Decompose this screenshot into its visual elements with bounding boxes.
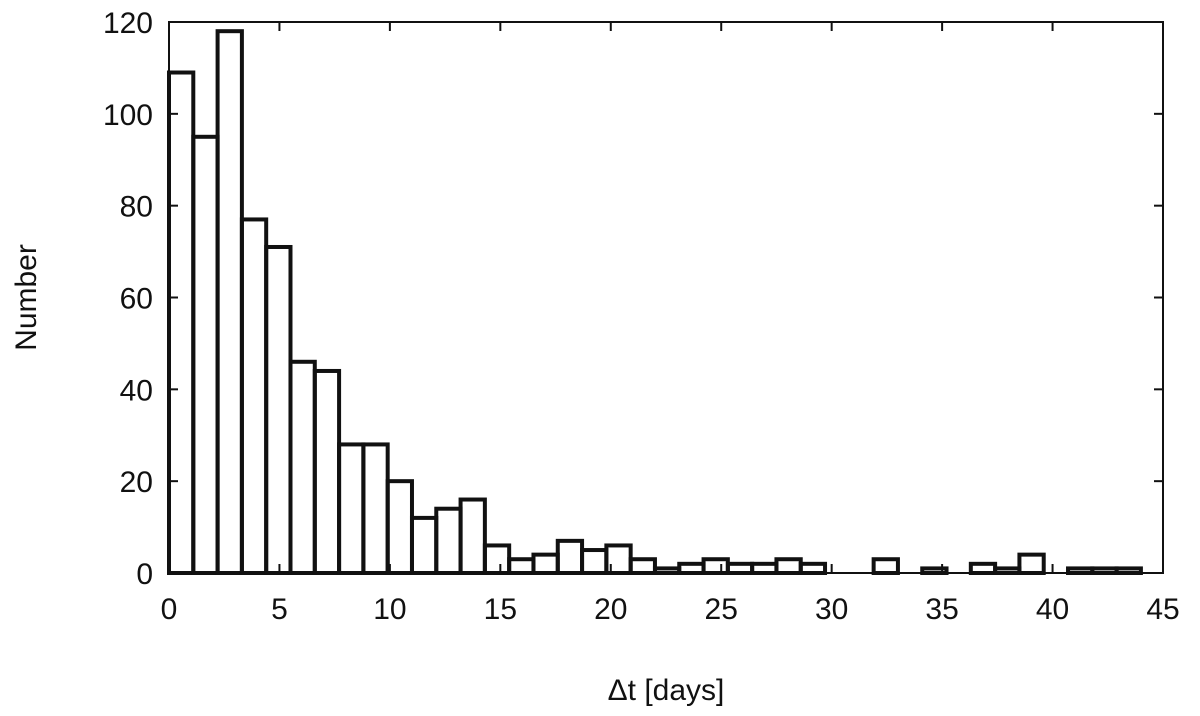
histogram-bar — [677, 561, 706, 575]
histogram-bar — [458, 497, 487, 575]
histogram-bar — [385, 479, 414, 575]
y-tick-label: 80 — [120, 191, 153, 224]
histogram-bar — [482, 543, 512, 576]
histogram-bar — [434, 506, 463, 576]
histogram-bar — [1017, 552, 1046, 576]
histogram-bar — [361, 442, 390, 575]
histogram-bar — [312, 368, 342, 576]
x-tick-label: 25 — [705, 593, 738, 626]
histogram-bar — [239, 217, 269, 575]
axis-ticks — [168, 21, 1164, 574]
y-tick-label: 120 — [103, 7, 153, 40]
histogram-bar — [701, 557, 730, 575]
histogram-bar — [531, 552, 560, 576]
x-tick-label: 20 — [594, 593, 627, 626]
histogram-bar — [750, 561, 779, 575]
tick-labels: 0 5 10 15 20 25 30 35 40 45 0 20 40 60 80 100 120 — [103, 7, 1180, 626]
histogram-bar — [968, 561, 998, 575]
histogram-bar — [507, 557, 536, 575]
plot-frame — [168, 21, 1164, 574]
histogram-bar — [652, 566, 682, 575]
histogram-bar — [337, 442, 366, 575]
histogram-bar — [167, 70, 196, 575]
x-tick-label: 45 — [1146, 593, 1179, 626]
histogram-bar — [871, 557, 900, 575]
histogram-bar — [1066, 566, 1095, 575]
histogram-bar — [215, 29, 244, 575]
histogram-bar — [993, 566, 1022, 575]
y-tick-label: 60 — [120, 283, 153, 316]
histogram-bar — [725, 561, 755, 575]
x-tick-label: 10 — [373, 593, 406, 626]
x-tick-label: 30 — [815, 593, 848, 626]
x-tick-label: 35 — [925, 593, 958, 626]
histogram-bar — [774, 557, 803, 575]
histogram-bar — [1114, 566, 1143, 575]
x-tick-label: 40 — [1036, 593, 1069, 626]
histogram-bars — [167, 29, 1143, 576]
x-tick-label: 5 — [271, 593, 288, 626]
y-axis-label: Number — [10, 244, 43, 351]
y-tick-label: 0 — [136, 558, 153, 591]
histogram-bar — [1090, 566, 1119, 575]
histogram-bar — [191, 134, 220, 576]
histogram-bar — [798, 561, 828, 575]
y-tick-label: 20 — [120, 466, 153, 499]
histogram-bar — [409, 515, 439, 576]
histogram-bar — [555, 538, 585, 576]
x-axis-label: Δt [days] — [608, 674, 725, 707]
histogram-bar — [288, 359, 317, 575]
plot-border — [168, 21, 1164, 574]
y-tick-label: 100 — [103, 99, 153, 132]
x-tick-label: 0 — [161, 593, 178, 626]
x-tick-label: 15 — [484, 593, 517, 626]
histogram-bar — [628, 557, 657, 575]
histogram-bar — [580, 548, 609, 576]
histogram-bar — [920, 566, 949, 575]
histogram-bar — [264, 244, 293, 575]
y-tick-label: 40 — [120, 374, 153, 407]
